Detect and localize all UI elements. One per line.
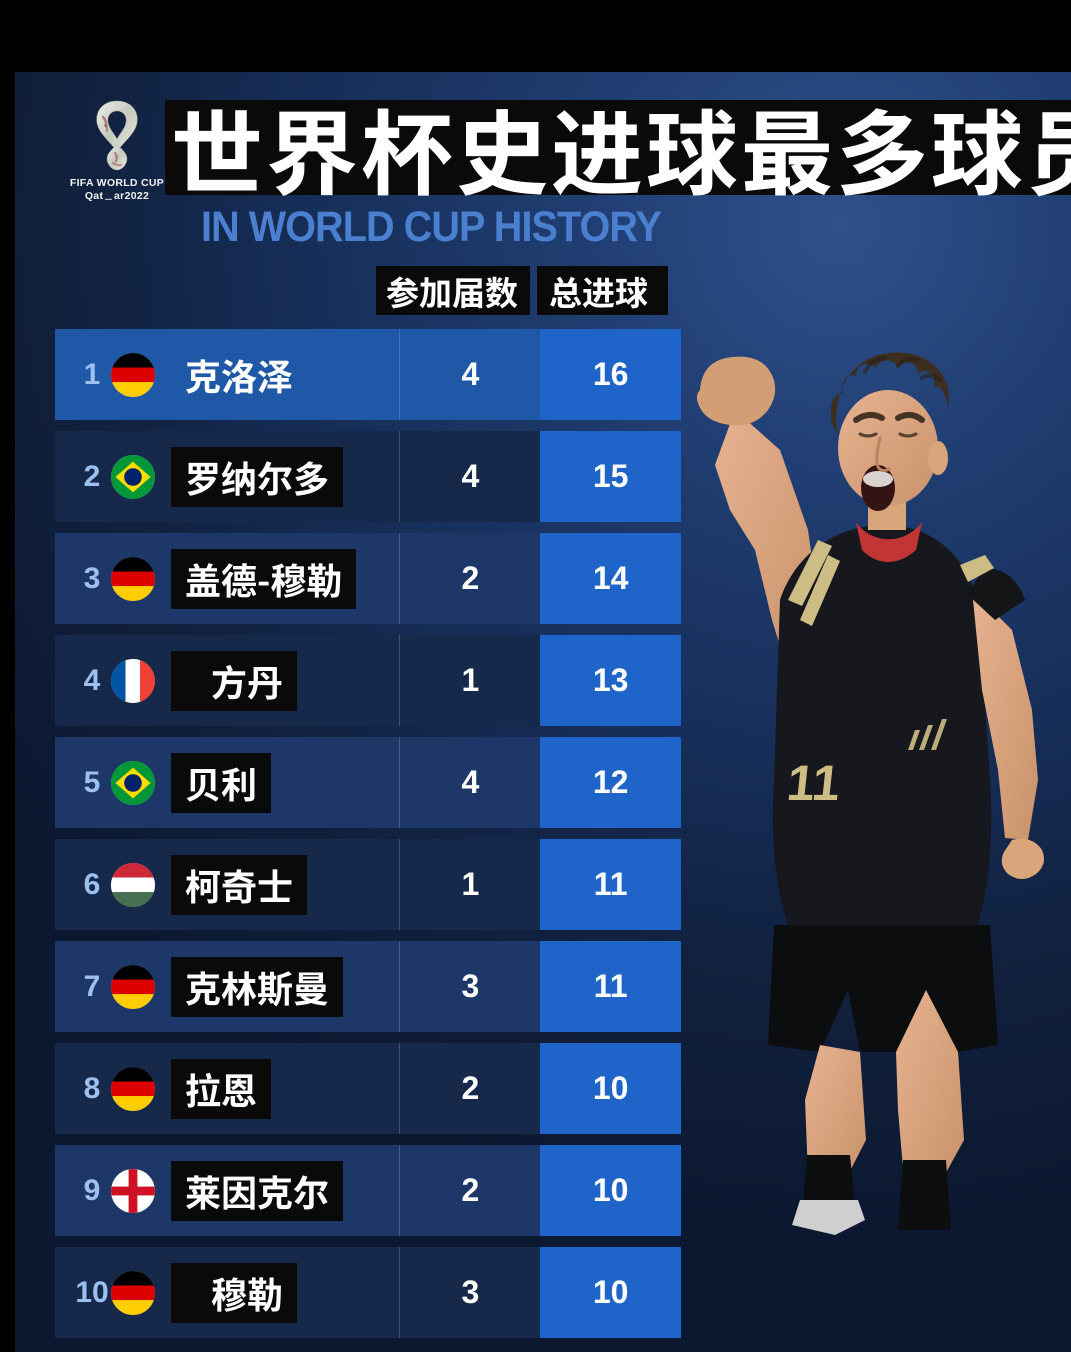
svg-text:11: 11 bbox=[784, 755, 843, 811]
